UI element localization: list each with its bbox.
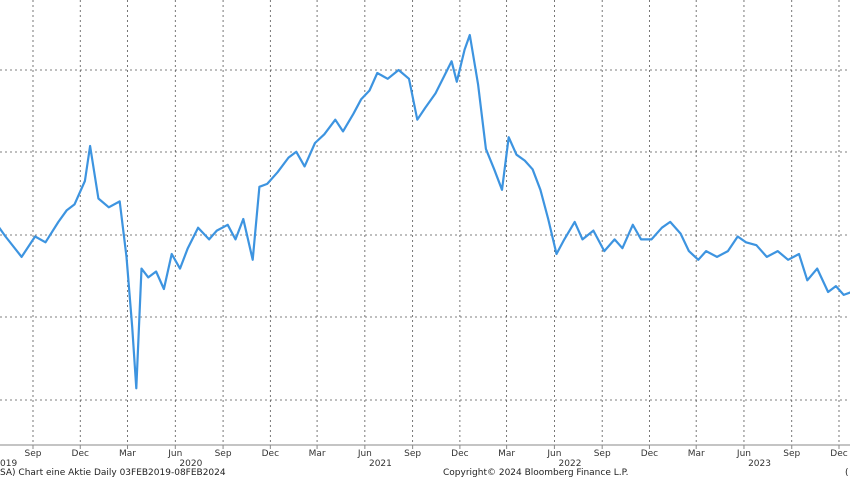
tick-label-sep: Sep <box>404 449 421 459</box>
footer-copyright: Copyright© 2024 Bloomberg Finance L.P. <box>443 468 629 478</box>
horizontal-gridlines <box>0 69 850 401</box>
tick-label-mar: Mar <box>688 449 705 459</box>
price-line <box>0 33 850 390</box>
vertical-gridlines <box>32 0 840 445</box>
year-label-019: 019 <box>0 459 17 469</box>
footer-right-text: ( <box>845 468 849 478</box>
year-label-2023: 2023 <box>748 459 771 469</box>
tick-label-dec: Dec <box>830 449 847 459</box>
tick-label-jun: Jun <box>736 449 751 459</box>
tick-label-jun: Jun <box>167 449 182 459</box>
x-axis-ticks: Sep Dec Mar Jun Sep Dec Mar Jun Sep Dec Mar Jun Sep D… <box>25 445 848 459</box>
x-axis-year-labels: 019 2020 2021 2022 2023 <box>0 459 771 469</box>
year-label-2021: 2021 <box>369 459 392 469</box>
tick-label-dec: Dec <box>641 449 658 459</box>
tick-label-sep: Sep <box>594 449 611 459</box>
tick-label-mar: Mar <box>498 449 515 459</box>
tick-label-mar: Mar <box>119 449 136 459</box>
year-label-2020: 2020 <box>179 459 202 469</box>
tick-label-sep: Sep <box>215 449 232 459</box>
tick-label-mar: Mar <box>309 449 326 459</box>
footer-left-text: SA) Chart eine Aktie Daily 03FEB2019-08F… <box>0 468 226 478</box>
tick-label-dec: Dec <box>72 449 89 459</box>
tick-label-sep: Sep <box>783 449 800 459</box>
tick-label-dec: Dec <box>262 449 279 459</box>
tick-label-jun: Jun <box>357 449 372 459</box>
tick-label-jun: Jun <box>546 449 561 459</box>
tick-label-dec: Dec <box>451 449 468 459</box>
tick-label-sep: Sep <box>25 449 42 459</box>
year-label-2022: 2022 <box>559 459 582 469</box>
